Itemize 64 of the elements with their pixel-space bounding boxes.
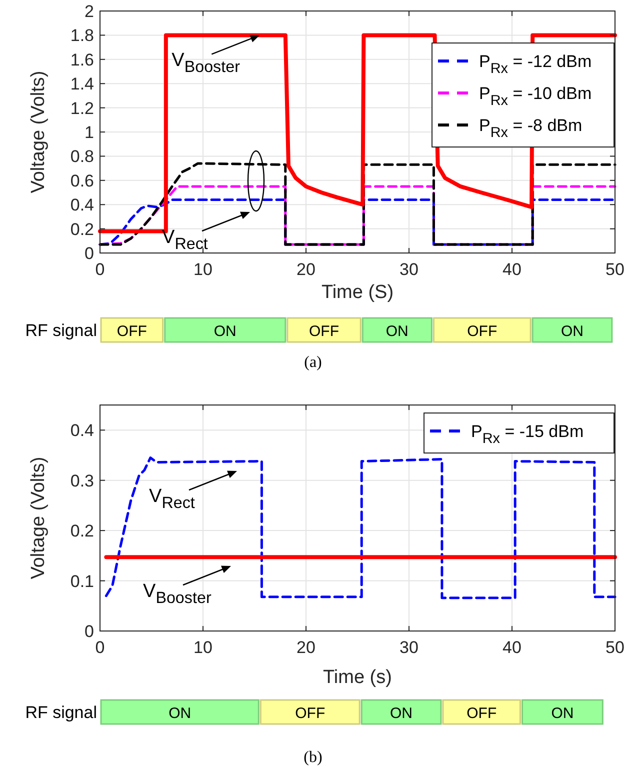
y-tick-label: RF signal bbox=[25, 321, 97, 340]
bar bbox=[532, 317, 613, 343]
legend-label: P$_{Rx}$ = -15 dBm bbox=[471, 422, 584, 447]
annotation: (a) bbox=[304, 354, 322, 371]
bar bbox=[260, 699, 360, 725]
y-axis-title: Voltage (Volts) bbox=[28, 70, 49, 194]
y-tick-label: 1 bbox=[84, 123, 94, 142]
data-label: ON bbox=[214, 323, 236, 340]
bar bbox=[442, 699, 522, 725]
data-label: OFF bbox=[466, 705, 497, 722]
data-label: ON bbox=[561, 323, 584, 340]
data-label: ON bbox=[390, 705, 413, 722]
y-tick-label: 0.2 bbox=[70, 522, 94, 541]
bar bbox=[164, 317, 286, 343]
x-tick-label: 20 bbox=[296, 260, 316, 279]
x-tick-label: 10 bbox=[194, 638, 212, 657]
x-axis-title: Time (s) bbox=[323, 667, 392, 688]
data-label: OFF bbox=[309, 323, 340, 340]
data-label: ON bbox=[168, 705, 192, 722]
bar bbox=[522, 699, 604, 725]
x-tick-label: 40 bbox=[502, 260, 522, 279]
y-tick-label: 1.2 bbox=[70, 98, 94, 118]
y-tick-label: 0.8 bbox=[70, 147, 94, 166]
y-tick-label: 0.2 bbox=[70, 220, 94, 239]
bar bbox=[100, 317, 164, 343]
y-tick-label: 0 bbox=[84, 622, 94, 641]
annotation: V$_{Rect}$ bbox=[162, 227, 208, 254]
y-tick-label: RF signal bbox=[25, 703, 97, 722]
x-tick-label: 30 bbox=[400, 638, 418, 657]
data-label: OFF bbox=[116, 323, 147, 340]
y-tick-label: 0.4 bbox=[70, 421, 94, 440]
y-axis-title: Voltage (Volts) bbox=[28, 456, 49, 580]
y-tick-label: 0.6 bbox=[70, 171, 94, 190]
x-tick-label: 40 bbox=[502, 638, 522, 657]
annotation: V$_{Booster}$ bbox=[143, 581, 212, 608]
y-tick-label: 1.8 bbox=[70, 26, 94, 46]
data-label: OFF bbox=[295, 705, 326, 722]
y-tick-label: 0 bbox=[84, 244, 94, 263]
bar bbox=[432, 317, 532, 343]
x-tick-label: 50 bbox=[606, 638, 624, 657]
y-tick-label: 2 bbox=[84, 2, 94, 21]
data-label: ON bbox=[386, 323, 408, 340]
y-tick-label: 0.4 bbox=[70, 196, 94, 215]
data-label: ON bbox=[551, 705, 574, 722]
x-axis-title: Time (S) bbox=[321, 282, 394, 303]
bar bbox=[362, 317, 432, 343]
legend-label: P$_{Rx}$ = -12 dBm bbox=[479, 52, 592, 77]
annotation: V$_{Booster}$ bbox=[172, 50, 241, 77]
bar bbox=[360, 699, 442, 725]
x-tick-label: 10 bbox=[194, 260, 212, 279]
x-tick-label: 30 bbox=[400, 260, 418, 279]
y-tick-label: 0.1 bbox=[70, 572, 94, 591]
annotation: (b) bbox=[304, 749, 322, 766]
data-label: OFF bbox=[467, 323, 498, 340]
annotation: V$_{Rect}$ bbox=[149, 486, 196, 512]
legend-label: P$_{Rx}$ = -8 dBm bbox=[479, 116, 582, 141]
legend-label: P$_{Rx}$ = -10 dBm bbox=[479, 84, 592, 109]
x-tick-label: 20 bbox=[296, 638, 316, 657]
y-tick-label: 1.6 bbox=[70, 50, 94, 70]
y-tick-label: 1.4 bbox=[70, 74, 94, 94]
bar bbox=[100, 699, 260, 725]
x-tick-label: 50 bbox=[606, 260, 624, 279]
bar bbox=[286, 317, 362, 343]
y-tick-label: 0.3 bbox=[70, 471, 94, 490]
